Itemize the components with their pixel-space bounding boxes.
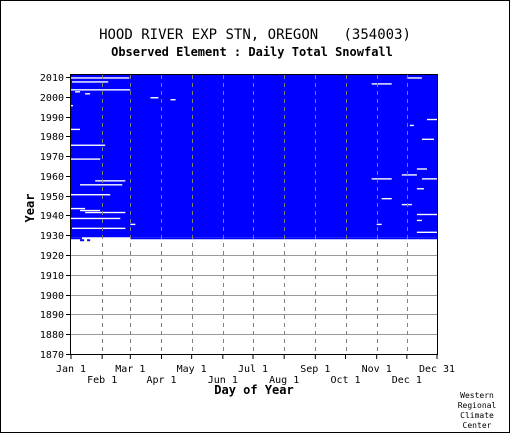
data-cell-partial-1 <box>80 239 85 242</box>
gap-18 <box>371 178 392 180</box>
data-block-first-year <box>130 237 438 240</box>
gap-5 <box>75 91 81 93</box>
gap-2 <box>72 81 109 83</box>
y-axis-label: Year <box>23 194 37 223</box>
chart-title: HOOD RIVER EXP STN, OREGON (354003) <box>99 27 411 43</box>
gap-0 <box>71 77 130 79</box>
wrcc-credit: Western Regional Climate Center <box>458 391 497 430</box>
x-tick-label-top-6: Dec 31 <box>419 364 455 375</box>
x-tick-label-top-0: Jan 1 <box>56 364 86 375</box>
x-tick-label-bottom-3: Aug 1 <box>269 375 299 386</box>
gap-32 <box>130 223 136 226</box>
gap-21 <box>80 184 123 186</box>
y-tick-label-1940: 1940 <box>40 211 64 222</box>
gap-11 <box>409 124 414 127</box>
gap-1 <box>406 77 422 79</box>
credit-line-3: Climate <box>460 411 494 420</box>
gap-8 <box>170 99 176 101</box>
gap-33 <box>376 223 382 226</box>
x-tick-label-bottom-1: Apr 1 <box>146 375 176 386</box>
x-tick-label-bottom-5: Dec 1 <box>392 375 422 386</box>
gap-34 <box>72 227 126 230</box>
gap-7 <box>150 97 159 99</box>
y-tick-label-1870: 1870 <box>40 350 64 361</box>
gap-25 <box>401 203 412 206</box>
y-tick-label-1950: 1950 <box>40 192 64 203</box>
chart-subtitle: Observed Element : Daily Total Snowfall <box>111 45 393 59</box>
gap-15 <box>71 158 101 160</box>
x-tick-label-bottom-2: Jun 1 <box>208 375 238 386</box>
gap-13 <box>421 138 434 140</box>
x-axis-label: Day of Year <box>214 383 293 397</box>
gap-23 <box>71 194 111 196</box>
x-axis-ticks: Jan 1 Mar 1 May 1 Jul 1 Sep 1 Nov 1 Dec 31 Feb … <box>56 354 455 386</box>
credit-line-1: Western <box>460 391 494 400</box>
y-tick-label-1910: 1910 <box>40 271 64 282</box>
y-tick-label-1880: 1880 <box>40 330 64 341</box>
x-tick-label-top-5: Nov 1 <box>362 364 392 375</box>
gap-26 <box>71 207 86 210</box>
gap-17 <box>401 174 417 176</box>
y-tick-label-1970: 1970 <box>40 152 64 163</box>
data-cell-partial-0 <box>71 237 83 240</box>
gap-16 <box>416 168 427 170</box>
y-tick-label-1990: 1990 <box>40 113 64 124</box>
x-tick-label-bottom-0: Feb 1 <box>87 375 117 386</box>
y-tick-label-1920: 1920 <box>40 251 64 262</box>
gap-30 <box>71 217 121 220</box>
gap-20 <box>95 180 126 182</box>
gap-31 <box>416 219 422 222</box>
y-axis-ticks: 1870 1880 1890 1900 1910 1920 1930 1940 1950 1960… <box>40 73 71 361</box>
gap-9 <box>71 104 74 107</box>
credit-line-4: Center <box>463 421 492 430</box>
y-tick-label-1980: 1980 <box>40 132 64 143</box>
x-tick-label-bottom-4: Oct 1 <box>330 375 360 386</box>
x-tick-label-top-1: Mar 1 <box>115 364 145 375</box>
gap-24 <box>381 197 392 200</box>
gap-14 <box>71 144 106 146</box>
y-tick-label-1900: 1900 <box>40 291 64 302</box>
x-tick-label-top-3: Jul 1 <box>238 364 268 375</box>
gap-28 <box>85 211 126 214</box>
gap-29 <box>416 213 437 216</box>
missing-data-gaps <box>71 77 437 233</box>
plot-frame <box>70 74 438 355</box>
x-tick-label-top-4: Sep 1 <box>300 364 330 375</box>
data-cell-partial-2 <box>87 239 91 242</box>
x-tick-label-top-2: May 1 <box>177 364 207 375</box>
credit-line-2: Regional <box>458 401 497 410</box>
gap-12 <box>71 128 81 131</box>
gap-35 <box>416 231 437 233</box>
gap-10 <box>426 118 437 121</box>
month-grid-lines <box>102 75 408 354</box>
y-tick-label-1960: 1960 <box>40 172 64 183</box>
y-tick-label-1930: 1930 <box>40 231 64 242</box>
y-tick-label-2000: 2000 <box>40 93 64 104</box>
gap-22 <box>416 188 424 190</box>
gap-27 <box>80 209 101 212</box>
gap-4 <box>71 89 131 91</box>
gap-3 <box>371 83 392 85</box>
gap-19 <box>421 178 437 180</box>
y-tick-label-2010: 2010 <box>40 73 64 84</box>
gap-6 <box>85 93 91 95</box>
y-tick-label-1890: 1890 <box>40 310 64 321</box>
